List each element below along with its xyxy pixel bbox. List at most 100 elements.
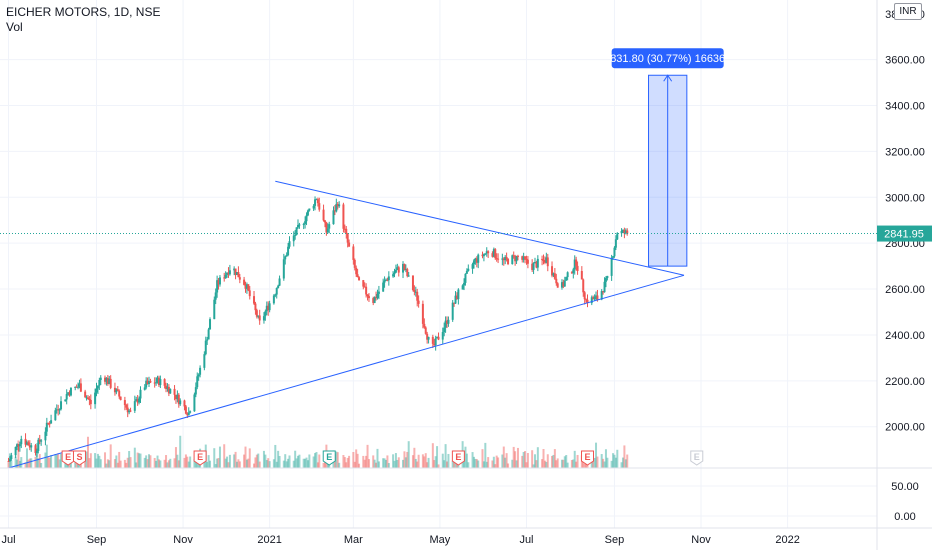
volume-bar [467,462,470,468]
candle-body [387,276,390,281]
candle-body [58,409,61,411]
trendline[interactable] [275,180,685,276]
volume-bar [108,460,111,468]
volume-bar [593,457,596,468]
volume-bar [224,458,227,468]
time-tick-label: Sep [87,534,107,546]
candle-body [366,294,369,297]
price-axis[interactable]: 2000.002200.002400.002600.002800.003000.… [885,9,925,434]
candle-body [595,295,598,297]
candle-body [288,241,291,247]
candle-body [295,227,298,235]
volume-bar [533,454,536,468]
volume-bar [99,459,102,468]
volume-bar [244,446,247,468]
volume-bar [94,453,97,468]
candle-body [217,280,220,285]
candle-body [84,391,87,398]
volume-bar [238,461,241,468]
volume-bar [159,460,162,468]
candle-body [455,295,458,300]
volume-bar [541,459,544,468]
candle-body [464,273,467,283]
trendline[interactable] [8,274,685,469]
event-marker[interactable] [322,450,336,466]
event-marker-letter: E [197,452,203,462]
candle-body [96,385,99,389]
volume-bar [37,458,40,468]
volume-bar [606,457,609,468]
volume-bar [532,464,535,468]
volume-bar [209,460,212,468]
event-marker[interactable] [193,450,207,466]
candle-body [54,410,57,421]
volume-bar [109,444,112,468]
trendlines[interactable] [8,180,685,469]
volume-bar [384,459,387,468]
volume-bar [138,453,141,468]
volume-bar [394,453,397,468]
volume-bar [88,458,91,468]
event-marker[interactable] [581,450,595,466]
candle-body [94,392,97,405]
symbol-title[interactable]: EICHER MOTORS, 1D, NSE [6,5,161,19]
candle-body [218,277,221,285]
candle-body [533,262,536,264]
volume-bar [226,456,229,468]
volume-bar [245,459,248,468]
volume-bar [444,444,447,468]
candle-body [169,388,172,394]
candle-body [545,257,548,263]
candle-body [244,284,247,289]
measure-tool[interactable]: 831.80 (30.77%) 16636 [610,48,725,267]
volume-bar [206,461,209,468]
volume-bar [85,451,88,468]
volume-bar [148,454,151,468]
volume-bar [526,453,529,468]
event-marker[interactable] [72,450,86,466]
event-marker[interactable] [451,450,465,466]
candle-body [268,303,271,311]
volume-bar [505,453,508,468]
volume-bar [316,462,319,468]
candle-body [383,280,386,283]
currency-badge[interactable]: INR [894,3,922,20]
candle-body [465,270,468,274]
candle-body [237,272,240,278]
volume-bar [610,460,613,468]
time-tick-label: Jul [519,534,533,546]
candle-body [343,228,346,230]
volume-bar [163,459,166,468]
volume-bar [487,457,490,468]
candle-body [441,331,444,340]
volume-bar [576,454,579,468]
candle-body [553,273,556,279]
volume-bar [453,458,456,468]
candle-body [610,257,613,276]
time-axis[interactable]: Jul Sep Nov 2021 Mar May Jul Sep Nov 2022 [1,534,799,546]
volume-bar [375,462,378,468]
event-marker[interactable] [690,450,704,466]
candle-body [505,256,508,259]
volume-bar [434,456,437,468]
candle-body [546,257,549,267]
candle-body [305,215,308,222]
volume-bar [446,461,449,468]
candle-body [560,282,563,288]
candle-body [44,431,47,441]
volume-bar [275,461,278,468]
candle-body [278,278,281,286]
price-tick-label: 3000.00 [885,192,925,204]
event-marker-letter: S [76,452,82,462]
event-marker[interactable] [61,450,75,466]
candle-body [138,398,141,403]
volume-legend[interactable]: Vol [6,20,23,34]
candle-body [616,233,619,240]
volume-bar [106,459,109,468]
candle-body [57,409,60,411]
candle-body [485,251,488,254]
candle-body [532,263,535,270]
volume-bar [55,454,58,468]
